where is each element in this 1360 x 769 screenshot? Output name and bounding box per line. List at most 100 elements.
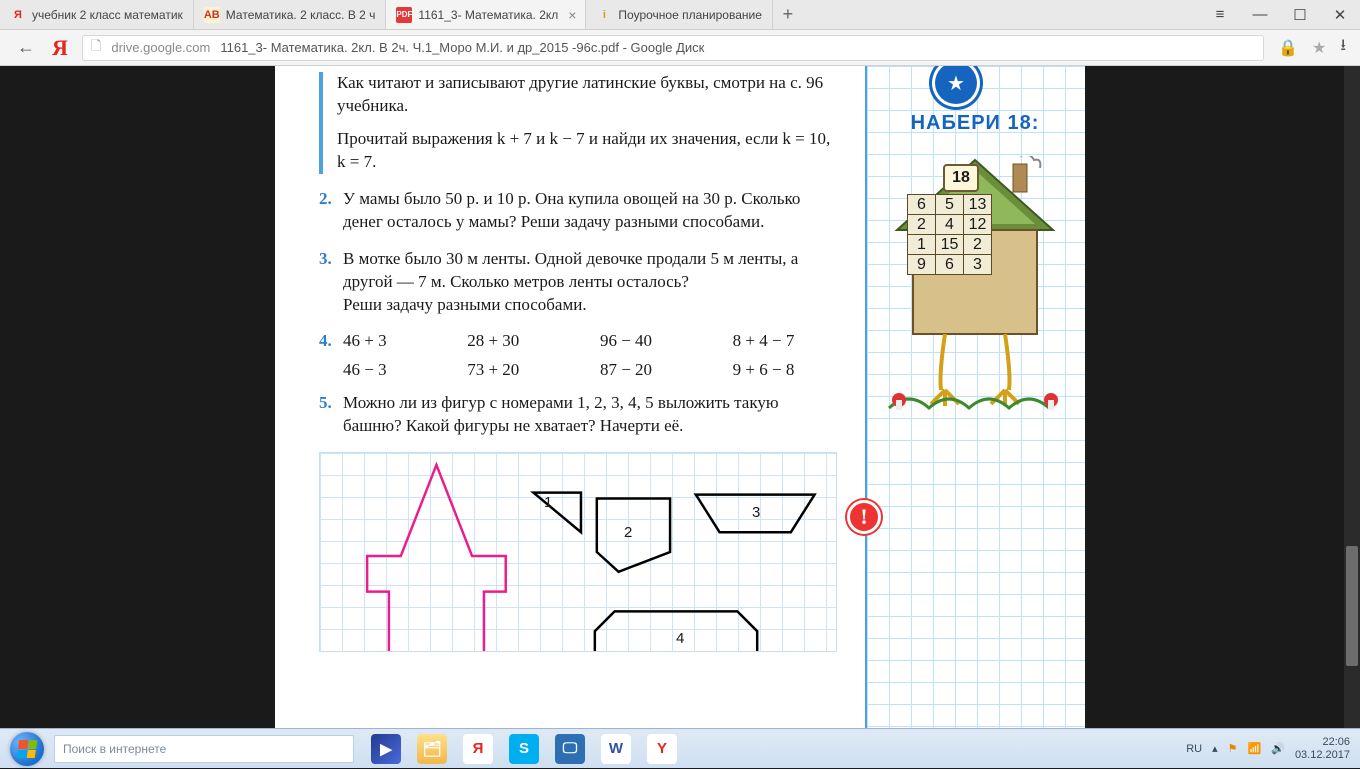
cell: 2: [964, 235, 992, 255]
shape-label: 1: [544, 493, 552, 513]
address-host: drive.google.com: [111, 40, 210, 55]
expr: 46 − 3: [343, 359, 429, 382]
problem-text: Можно ли из фигур с номерами 1, 2, 3, 4,…: [343, 392, 837, 438]
shape-label: 4: [676, 629, 684, 649]
browser-address-bar: ← Я 🗋 drive.google.com 1161_3- Математик…: [0, 30, 1360, 66]
cell: 9: [908, 255, 936, 275]
shape-label: 2: [624, 523, 632, 543]
window-controls: ≡ — ☐ ✕: [1200, 0, 1360, 29]
bookmark-star-icon[interactable]: ★: [1312, 38, 1326, 58]
yandex-icon: Я: [463, 734, 493, 764]
viewport-scrollbar[interactable]: [1344, 66, 1360, 728]
document-icon: 🗋: [91, 37, 101, 59]
tab-title: Математика. 2 класс. В 2 ч: [226, 8, 376, 22]
ybrowser-icon: Y: [647, 734, 677, 764]
browser-tab[interactable]: i Поурочное планирование: [586, 0, 772, 29]
search-placeholder: Поиск в интернете: [63, 742, 166, 756]
scrollbar-thumb[interactable]: [1346, 546, 1358, 666]
nav-back-button[interactable]: ←: [14, 37, 38, 58]
address-field[interactable]: 🗋 drive.google.com 1161_3- Математика. 2…: [82, 35, 1264, 61]
start-button[interactable]: [0, 729, 54, 769]
cell: 6: [936, 255, 964, 275]
cell: 2: [908, 215, 936, 235]
window-close-button[interactable]: ✕: [1320, 0, 1360, 29]
info-favicon-icon: i: [596, 7, 612, 23]
taskbar-app-skype[interactable]: S: [502, 729, 546, 769]
tab-title: 1161_3- Математика. 2кл: [418, 8, 558, 22]
expression-grid: 46 + 3 28 + 30 96 − 40 8 + 4 − 7 46 − 3 …: [343, 330, 837, 382]
problem-number: 5.: [319, 392, 343, 438]
tray-clock[interactable]: 22:06 03.12.2017: [1295, 736, 1350, 761]
tray-volume-icon[interactable]: 🔊: [1271, 742, 1285, 755]
problem-text: У мамы было 50 р. и 10 р. Она купила ово…: [343, 188, 837, 234]
intro-box: Как читают и записывают другие латинские…: [319, 72, 837, 174]
cell: 1: [908, 235, 936, 255]
taskbar-apps: ▶ 🗂 ЯS 🖵 WY: [364, 729, 684, 769]
page-main-column: Как читают и записывают другие латинские…: [275, 66, 865, 728]
yandex-favicon-icon: Я: [10, 7, 26, 23]
tab-close-icon[interactable]: ×: [564, 7, 576, 23]
window-minimize-button[interactable]: —: [1240, 0, 1280, 29]
window-maximize-button[interactable]: ☐: [1280, 0, 1320, 29]
tray-network-icon[interactable]: 📶: [1248, 742, 1262, 755]
new-tab-button[interactable]: +: [773, 0, 803, 29]
expr: 28 + 30: [467, 330, 562, 353]
problem-number: 4.: [319, 330, 343, 382]
taskbar-app-yandex[interactable]: Я: [456, 729, 500, 769]
browser-tab-active[interactable]: PDF 1161_3- Математика. 2кл ×: [386, 0, 586, 29]
tab-title: Поурочное планирование: [618, 8, 761, 22]
ab-favicon-icon: AB: [204, 7, 220, 23]
cell: 5: [936, 195, 964, 215]
tray-flag-icon[interactable]: ⚑: [1228, 742, 1238, 755]
taskbar-app-media-player[interactable]: ▶: [364, 729, 408, 769]
tray-expand-icon[interactable]: ▴: [1212, 742, 1218, 755]
browser-tab-bar: Я учебник 2 класс математик AB Математик…: [0, 0, 1360, 30]
alert-badge-icon: !: [847, 500, 881, 534]
expr: 8 + 4 − 7: [733, 330, 837, 353]
sidebar-number-table: 6513 2412 1152 963: [907, 194, 992, 275]
yandex-logo-icon[interactable]: Я: [52, 35, 68, 61]
expr: 87 − 20: [600, 359, 695, 382]
expr: 9 + 6 − 8: [733, 359, 837, 382]
pdf-favicon-icon: PDF: [396, 7, 412, 23]
explorer-icon: 🗂: [417, 734, 447, 764]
cell: 3: [964, 255, 992, 275]
cell: 6: [908, 195, 936, 215]
problem-2: 2. У мамы было 50 р. и 10 р. Она купила …: [319, 188, 837, 234]
browser-tab[interactable]: Я учебник 2 класс математик: [0, 0, 194, 29]
tray-time: 22:06: [1295, 736, 1350, 749]
geometry-shapes-icon: [320, 453, 836, 651]
intro-text: Прочитай выражения k + 7 и k − 7 и найди…: [337, 128, 837, 174]
problem-5: 5. Можно ли из фигур с номерами 1, 2, 3,…: [319, 392, 837, 438]
pdf-page: Как читают и записывают другие латинские…: [275, 66, 1085, 728]
taskbar-app-word[interactable]: W: [594, 729, 638, 769]
system-tray: RU ▴ ⚑ 📶 🔊 22:06 03.12.2017: [1176, 736, 1360, 761]
word-icon: W: [601, 734, 631, 764]
windows-taskbar: Поиск в интернете ▶ 🗂 ЯS 🖵 WY RU ▴ ⚑ 📶 🔊 22:…: [0, 728, 1360, 768]
expr: 73 + 20: [467, 359, 562, 382]
browser-tab[interactable]: AB Математика. 2 класс. В 2 ч: [194, 0, 387, 29]
download-icon[interactable]: ⭳: [1340, 34, 1346, 61]
problem-4: 4. 46 + 3 28 + 30 96 − 40 8 + 4 − 7 46 −…: [319, 330, 837, 382]
browser-menu-button[interactable]: ≡: [1200, 0, 1240, 29]
tray-language[interactable]: RU: [1186, 743, 1202, 755]
cell: 15: [936, 235, 964, 255]
taskbar-app-explorer[interactable]: 🗂: [410, 729, 454, 769]
geometry-grid: 1 2 3 4: [319, 452, 837, 652]
tab-title: учебник 2 класс математик: [32, 8, 183, 22]
pdf-viewport[interactable]: Как читают и записывают другие латинские…: [0, 66, 1360, 728]
cell: 12: [964, 215, 992, 235]
taskbar-search-input[interactable]: Поиск в интернете: [54, 735, 354, 763]
taskbar-app-display[interactable]: 🖵: [548, 729, 592, 769]
display-icon: 🖵: [555, 734, 585, 764]
problem-number: 3.: [319, 248, 343, 317]
address-actions: 🔒 ★ ⭳: [1278, 34, 1346, 61]
page-sidebar: ★ НАБЕРИ 18:: [865, 66, 1085, 728]
cell: 4: [936, 215, 964, 235]
intro-text: Как читают и записывают другие латинские…: [337, 72, 837, 118]
secure-icon[interactable]: 🔒: [1278, 38, 1298, 58]
tray-date: 03.12.2017: [1295, 749, 1350, 762]
windows-orb-icon: [10, 732, 44, 766]
taskbar-app-ybrowser[interactable]: Y: [640, 729, 684, 769]
hut-number-badge: 18: [943, 164, 979, 192]
